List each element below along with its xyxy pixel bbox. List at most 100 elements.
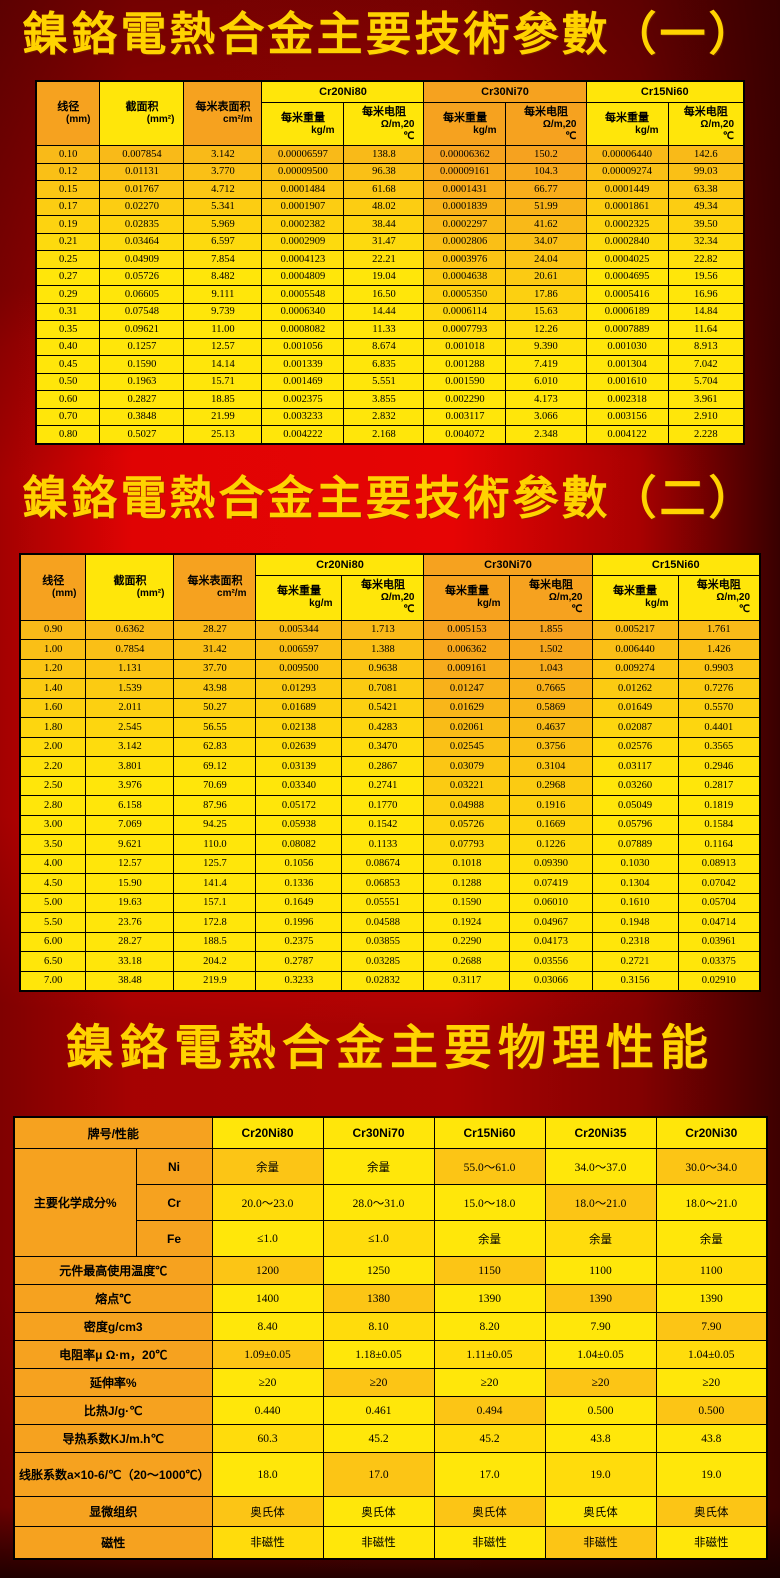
- table-cell: 1.04±0.05: [544, 1340, 657, 1369]
- table-cell: 11.00: [183, 320, 263, 339]
- table-cell: 1100: [655, 1256, 768, 1285]
- table-cell: 0.04588: [341, 912, 425, 933]
- alloy-header-Cr20Ni30: Cr20Ni30: [655, 1116, 768, 1149]
- table-cell: 0.0007793: [423, 320, 507, 339]
- table-cell: 0.004122: [585, 425, 669, 444]
- weight-subheader: 每米重量 kg/m: [261, 102, 345, 146]
- table-row: 0.35 0.09621 11.00 0.0008082 11.33 0.0007793 1…: [35, 320, 745, 339]
- table-cell: 15.0～18.0: [433, 1184, 546, 1221]
- table-cell: 0.02087: [591, 717, 679, 738]
- property-row: 延伸率% ≥20 ≥20 ≥20 ≥20 ≥20: [13, 1368, 768, 1397]
- table-cell: 28.0～31.0: [322, 1184, 435, 1221]
- table-cell: 7.90: [544, 1312, 657, 1341]
- table-cell: 7.042: [667, 355, 745, 374]
- table-cell: 0.001304: [585, 355, 669, 374]
- table-row: 1.00 0.7854 31.42 0.006597 1.388 0.006362 1.50…: [19, 639, 761, 660]
- table-cell: 0.4637: [509, 717, 593, 738]
- chem-row: Fe ≤1.0 ≤1.0 余量 余量 余量: [14, 1220, 768, 1257]
- table-cell: 63.38: [667, 180, 745, 199]
- table-cell: 0.40: [35, 337, 101, 356]
- property-row: 线胀系数a×10-6/℃（20～1000℃） 18.0 17.0 17.0 19.0 19…: [13, 1452, 768, 1497]
- table-cell: 0.009161: [423, 658, 511, 679]
- header-unit: Ω/m,20: [542, 118, 577, 130]
- table-cell: 110.0: [173, 834, 257, 855]
- table-cell: 0.1996: [255, 912, 343, 933]
- table-cell: 0.06010: [509, 892, 593, 913]
- header-label: 每米电阻: [523, 105, 568, 118]
- table-cell: 0.04173: [509, 931, 593, 952]
- table-cell: 0.03556: [509, 951, 593, 972]
- table-cell: 0.0004695: [585, 267, 669, 286]
- table-cell: 0.1669: [509, 814, 593, 835]
- table-cell: 0.03066: [509, 970, 593, 992]
- table-cell: 0.0001431: [423, 180, 507, 199]
- table-cell: 8.913: [667, 337, 745, 356]
- table-cell: 8.10: [322, 1312, 435, 1341]
- table-cell: 60.3: [211, 1424, 324, 1453]
- table-cell: 0.09390: [509, 853, 593, 874]
- table-cell: 1.60: [19, 697, 87, 718]
- table-row: 2.80 6.158 87.96 0.05172 0.1770 0.04988 0.1916…: [19, 795, 761, 816]
- table-cell: 0.01262: [591, 678, 679, 699]
- header-unit: cm²/m: [217, 587, 247, 599]
- table-cell: 0.2290: [423, 931, 511, 952]
- table-cell: ≥20: [322, 1368, 435, 1397]
- table-cell: 0.80: [35, 425, 101, 444]
- table-cell: 8.20: [433, 1312, 546, 1341]
- resistance-subheader: 每米电阻 Ω/m,20 ℃: [505, 102, 587, 146]
- table-cell: 0.001339: [261, 355, 345, 374]
- table-cell: 3.50: [19, 834, 87, 855]
- header-row-1: 线径 (mm) 截面积 (mm²) 每米表面积 cm²/m Cr20Ni80 Cr30Ni70…: [19, 553, 761, 621]
- table-cell: 31.47: [343, 232, 425, 251]
- table-cell: 0.05938: [255, 814, 343, 835]
- table-cell: 0.1819: [677, 795, 761, 816]
- table-cell: 0.03221: [423, 775, 511, 796]
- property-label: 导热系数KJ/m.h℃: [13, 1424, 213, 1453]
- table-row: 0.31 0.07548 9.739 0.0006340 14.44 0.0006114 1…: [35, 302, 745, 321]
- table-cell: 1.855: [509, 619, 593, 640]
- table-cell: 余量: [322, 1148, 435, 1185]
- table-cell: 0.01767: [99, 180, 185, 199]
- property-label: 元件最高使用温度℃: [13, 1256, 213, 1285]
- table-cell: 0.004072: [423, 425, 507, 444]
- table-cell: 19.0: [544, 1452, 657, 1497]
- table-cell: 1390: [433, 1284, 546, 1313]
- table-cell: 0.2787: [255, 951, 343, 972]
- table-row: 6.50 33.18 204.2 0.2787 0.03285 0.2688 0.03556…: [19, 951, 761, 972]
- table-cell: 0.00006362: [423, 145, 507, 164]
- table-cell: 0.1133: [341, 834, 425, 855]
- table-cell: 3.801: [85, 756, 175, 777]
- table-cell: 22.21: [343, 250, 425, 269]
- table-cell: 0.440: [211, 1396, 324, 1425]
- table-cell: ≥20: [211, 1368, 324, 1397]
- table-cell: 0.9903: [677, 658, 761, 679]
- table-cell: 0.2721: [591, 951, 679, 972]
- table-cell: 2.228: [667, 425, 745, 444]
- table-cell: 0.5421: [341, 697, 425, 718]
- table-cell: 157.1: [173, 892, 257, 913]
- table-cell: 14.14: [183, 355, 263, 374]
- table-cell: 45.2: [322, 1424, 435, 1453]
- table-cell: 31.42: [173, 639, 257, 660]
- header-label: 每米重量: [605, 111, 649, 124]
- table-cell: 7.00: [19, 970, 87, 992]
- table-cell: 3.00: [19, 814, 87, 835]
- table-cell: 0.25: [35, 250, 101, 269]
- table-cell: 15.71: [183, 372, 263, 391]
- table-cell: 6.00: [19, 931, 87, 952]
- table-cell: 1400: [211, 1284, 324, 1313]
- header-label: 每米电阻: [528, 579, 573, 591]
- table-cell: 12.57: [85, 853, 175, 874]
- table-cell: 0.21: [35, 232, 101, 251]
- table-cell: 0.04967: [509, 912, 593, 933]
- table-cell: 2.20: [19, 756, 87, 777]
- table-cell: 0.003233: [261, 407, 345, 426]
- table-cell: 0.05551: [341, 892, 425, 913]
- table-cell: 0.3104: [509, 756, 593, 777]
- table-cell: 0.005217: [591, 619, 679, 640]
- table-cell: 9.111: [183, 285, 263, 304]
- header-unit: (mm): [66, 114, 91, 125]
- table-cell: 0.9638: [341, 658, 425, 679]
- table-cell: 0.6362: [85, 619, 175, 640]
